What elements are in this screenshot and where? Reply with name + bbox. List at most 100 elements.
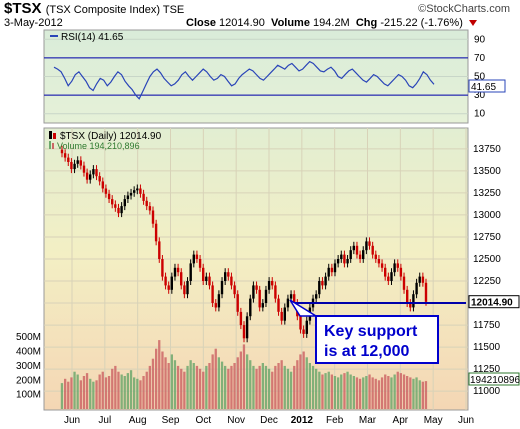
price-candle bbox=[114, 204, 117, 208]
price-tick-label: 11250 bbox=[473, 364, 501, 375]
price-candle bbox=[70, 162, 73, 170]
price-candle bbox=[286, 298, 290, 308]
x-tick-label: Feb bbox=[326, 415, 344, 426]
price-candle bbox=[390, 272, 393, 281]
volume-bar bbox=[82, 376, 86, 409]
price-candle bbox=[95, 169, 98, 177]
price-candle bbox=[129, 192, 133, 196]
volume-bar bbox=[192, 363, 195, 409]
price-tick-label: 11500 bbox=[473, 342, 501, 353]
rsi-line bbox=[53, 60, 435, 100]
price-candle bbox=[283, 307, 286, 321]
price-candle bbox=[233, 285, 236, 295]
price-candle bbox=[277, 298, 280, 312]
price-tick-labels: 1100011250115001175012000122501250012750… bbox=[473, 144, 501, 397]
volume-bar bbox=[286, 368, 290, 409]
volume-bar bbox=[158, 340, 161, 409]
quote-date: 3-May-2012 bbox=[4, 17, 63, 29]
price-candle bbox=[293, 294, 296, 303]
rsi-legend: RSI(14) 41.65 bbox=[50, 32, 124, 43]
price-candle bbox=[217, 294, 221, 308]
volume-bar bbox=[148, 365, 151, 409]
close-label: Close bbox=[186, 17, 216, 29]
price-candle bbox=[399, 267, 403, 277]
volume-bar bbox=[107, 376, 111, 409]
volume-bar bbox=[377, 380, 381, 409]
price-candle bbox=[315, 294, 318, 299]
volume-tick-label: 400M bbox=[16, 347, 41, 358]
volume-bar bbox=[220, 361, 224, 409]
price-candle bbox=[236, 294, 239, 312]
price-candle bbox=[371, 245, 374, 255]
volume-label: Volume bbox=[271, 17, 310, 29]
index-name: (TSX Composite Index) TSE bbox=[45, 4, 185, 16]
volume-bar bbox=[421, 381, 424, 409]
price-candle bbox=[352, 245, 355, 251]
x-tick-label: 2012 bbox=[291, 415, 314, 426]
volume-bar bbox=[92, 381, 95, 409]
price-last-value: 12014.90 bbox=[471, 298, 513, 309]
price-candle bbox=[406, 289, 409, 303]
volume-bar bbox=[311, 365, 315, 409]
volume-bar bbox=[252, 365, 255, 409]
price-candle bbox=[104, 188, 108, 194]
price-tick-label: 13500 bbox=[473, 166, 501, 177]
price-candle bbox=[85, 172, 89, 180]
price-candle bbox=[164, 276, 167, 286]
price-candle bbox=[336, 259, 340, 264]
volume-bar bbox=[308, 363, 311, 409]
price-candle bbox=[161, 259, 164, 277]
volume-bar bbox=[151, 358, 155, 409]
price-candle bbox=[327, 267, 330, 277]
price-candle bbox=[305, 320, 308, 334]
volume-bar bbox=[195, 365, 199, 409]
volume-bar bbox=[261, 363, 264, 409]
price-candle bbox=[107, 193, 111, 200]
volume-bar bbox=[299, 354, 302, 409]
quote-summary: Close 12014.90 Volume 194.2M Chg -215.22… bbox=[186, 17, 477, 29]
volume-bar bbox=[123, 376, 126, 409]
price-candle bbox=[227, 272, 230, 277]
rsi-last-tag: 41.65 bbox=[468, 79, 506, 93]
price-candle bbox=[245, 316, 249, 339]
volume-bar bbox=[76, 374, 79, 409]
price-candle bbox=[120, 206, 123, 214]
volume-bars bbox=[60, 340, 428, 409]
price-candle bbox=[299, 316, 302, 330]
volume-bar bbox=[368, 374, 371, 409]
price-candle bbox=[211, 285, 214, 303]
volume-bar bbox=[133, 377, 136, 409]
chart-symbol: $TSX (TSX Composite Index) TSE bbox=[4, 0, 184, 17]
price-legend-text: $TSX (Daily) 12014.90 bbox=[60, 131, 162, 142]
volume-tick-label: 300M bbox=[16, 361, 41, 372]
volume-bar bbox=[129, 370, 133, 409]
price-candle bbox=[198, 259, 202, 268]
volume-bar bbox=[340, 374, 343, 409]
price-candle bbox=[280, 311, 283, 321]
volume-bar bbox=[242, 344, 246, 409]
volume-bar bbox=[267, 368, 271, 409]
price-candle bbox=[82, 165, 86, 173]
price-candle bbox=[321, 281, 324, 286]
key-support-annotation: Key support is at 12,000 bbox=[289, 299, 439, 364]
price-candle bbox=[167, 285, 170, 290]
price-candle bbox=[214, 303, 217, 308]
volume-bar bbox=[114, 365, 117, 409]
volume-bar bbox=[390, 377, 393, 409]
volume-bar bbox=[315, 368, 318, 409]
price-candle bbox=[186, 281, 189, 295]
price-candle bbox=[377, 259, 381, 264]
volume-bar bbox=[189, 360, 192, 409]
volume-bar bbox=[101, 371, 104, 409]
volume-bar bbox=[424, 381, 428, 409]
volume-bar bbox=[289, 371, 293, 409]
rsi-legend-text: RSI(14) 41.65 bbox=[61, 32, 124, 43]
price-candle bbox=[158, 241, 161, 259]
price-candle bbox=[340, 254, 343, 259]
volume-bar bbox=[170, 354, 173, 409]
price-candle bbox=[192, 254, 195, 264]
price-candle bbox=[424, 282, 428, 302]
price-candle bbox=[393, 263, 396, 273]
volume-bar bbox=[104, 377, 108, 409]
price-candle bbox=[239, 311, 243, 326]
